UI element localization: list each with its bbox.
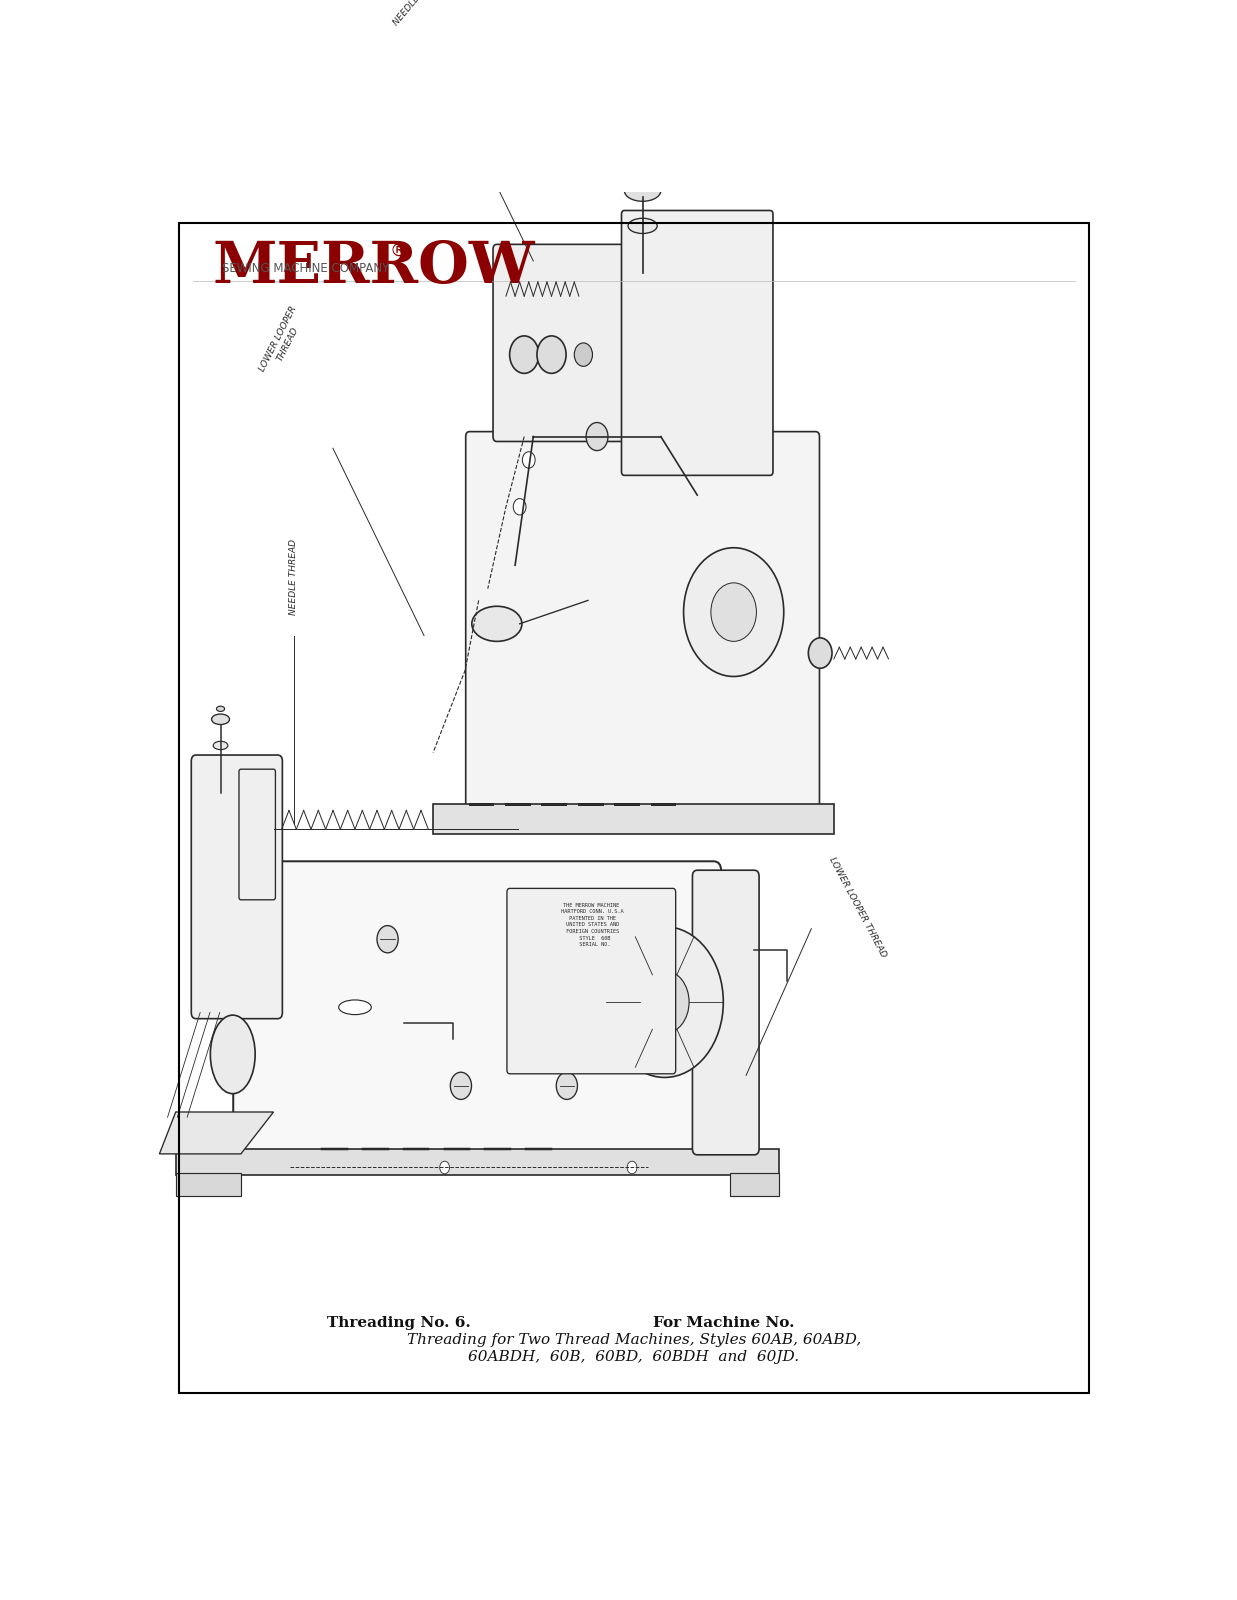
Circle shape <box>377 925 398 954</box>
FancyBboxPatch shape <box>621 211 773 475</box>
Text: NEEDLE THREAD: NEEDLE THREAD <box>392 0 448 27</box>
Polygon shape <box>160 1112 273 1154</box>
Ellipse shape <box>628 218 657 234</box>
Ellipse shape <box>471 606 522 642</box>
Bar <box>433 805 834 835</box>
Circle shape <box>557 1072 578 1099</box>
Ellipse shape <box>216 706 225 712</box>
Ellipse shape <box>213 741 228 750</box>
Text: NEEDLE THREAD: NEEDLE THREAD <box>289 539 298 614</box>
FancyBboxPatch shape <box>507 888 675 1074</box>
Ellipse shape <box>210 1014 255 1094</box>
Circle shape <box>627 1162 637 1174</box>
Circle shape <box>522 451 536 469</box>
Text: LOWER LOOPER
THREAD: LOWER LOOPER THREAD <box>257 306 308 378</box>
FancyBboxPatch shape <box>693 870 760 1155</box>
Circle shape <box>606 926 724 1077</box>
Circle shape <box>684 547 784 677</box>
Text: 60ABDH,  60B,  60BD,  60BDH  and  60JD.: 60ABDH, 60B, 60BD, 60BDH and 60JD. <box>469 1350 799 1365</box>
Text: MERROW: MERROW <box>213 238 534 294</box>
Ellipse shape <box>625 181 661 202</box>
Circle shape <box>439 1162 449 1174</box>
Text: THE MERROW MACHINE
 HARTFORD CONN. U.S.A
 PATENTED IN THE
 UNITED STATES AND
 FO: THE MERROW MACHINE HARTFORD CONN. U.S.A … <box>558 902 625 947</box>
FancyBboxPatch shape <box>192 755 282 1019</box>
Circle shape <box>641 971 689 1034</box>
FancyBboxPatch shape <box>494 245 683 442</box>
Text: SEWING MACHINE COMPANY: SEWING MACHINE COMPANY <box>221 262 388 275</box>
Circle shape <box>657 992 673 1013</box>
Text: For Machine No.: For Machine No. <box>653 1315 794 1330</box>
Text: Threading No. 6.: Threading No. 6. <box>327 1315 471 1330</box>
Ellipse shape <box>212 714 230 725</box>
FancyBboxPatch shape <box>465 432 819 816</box>
Circle shape <box>711 582 757 642</box>
FancyBboxPatch shape <box>234 861 721 1163</box>
Text: ®: ® <box>390 242 407 259</box>
Circle shape <box>450 1072 471 1099</box>
Circle shape <box>808 638 833 669</box>
FancyBboxPatch shape <box>239 770 276 899</box>
Bar <box>176 1149 779 1174</box>
Circle shape <box>513 499 526 515</box>
Ellipse shape <box>339 1000 371 1014</box>
Circle shape <box>510 336 539 373</box>
Text: LOWER LOOPER THREAD: LOWER LOOPER THREAD <box>828 856 888 960</box>
Bar <box>176 1173 241 1195</box>
Circle shape <box>586 422 607 451</box>
Bar <box>730 1173 779 1195</box>
Text: Threading for Two Thread Machines, Styles 60AB, 60ABD,: Threading for Two Thread Machines, Style… <box>407 1333 861 1347</box>
Circle shape <box>537 336 567 373</box>
Circle shape <box>574 342 593 366</box>
